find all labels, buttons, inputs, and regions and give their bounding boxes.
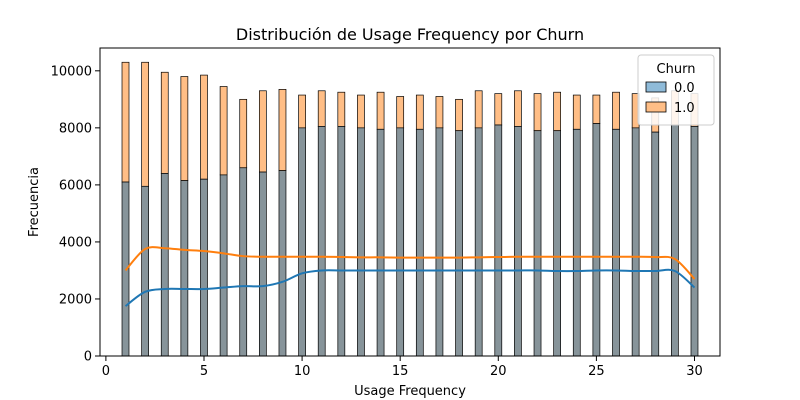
bar-churn-1-x5: [200, 74, 208, 180]
bar-churn-0-x10: [298, 127, 306, 357]
x-axis-ticks: 0 5 10 15 20 25 30: [102, 356, 703, 379]
bar-churn-1-x4: [180, 76, 189, 181]
kde-line-churn-1: [124, 246, 696, 280]
bar-churn-1-x13: [357, 94, 365, 129]
x-tick-label-20: 20: [490, 364, 507, 379]
bar-churn-0-x13: [357, 127, 365, 357]
bar-churn-0-x7: [239, 167, 248, 357]
bar-churn-1-x8: [258, 90, 267, 173]
chart-title: Distribución de Usage Frequency por Chur…: [236, 25, 584, 44]
kde-line-churn-0: [124, 268, 696, 307]
bar-churn-0-x9: [278, 170, 287, 357]
bar-churn-0-x11: [317, 126, 326, 357]
bar-churn-1-x3: [160, 71, 169, 174]
bar-churn-0-x2: [141, 185, 149, 357]
bar-churn-1-x21: [514, 90, 522, 127]
bar-churn-1-x12: [337, 91, 346, 127]
y-tick-label-10000: 10000: [51, 64, 92, 79]
bar-churn-0-x6: [219, 174, 228, 357]
bar-churn-1-x15: [396, 96, 405, 129]
bar-churn-0-x30: [690, 126, 699, 357]
legend: Churn 0.0 1.0: [637, 54, 715, 126]
bar-churn-1-x18: [455, 98, 463, 132]
bar-churn-0-x22: [533, 130, 542, 357]
bar-churn-1-x9: [278, 89, 287, 171]
bar-churn-1-x22: [533, 93, 542, 132]
y-tick-label-4000: 4000: [59, 235, 92, 250]
x-tick-label-25: 25: [588, 364, 605, 379]
bar-churn-0-x21: [514, 126, 522, 357]
bar-churn-0-x12: [337, 126, 346, 357]
y-axis-label: Frecuencia: [27, 167, 42, 237]
bar-churn-0-x3: [160, 173, 169, 357]
bar-churn-0-x19: [474, 127, 483, 357]
plot-area-frame: [99, 47, 721, 357]
legend-swatch-churn-0: [645, 81, 667, 93]
bar-churn-0-x23: [553, 130, 562, 357]
y-tick-label-8000: 8000: [59, 121, 92, 136]
bar-churn-0-x26: [612, 128, 620, 357]
bar-churn-0-x28: [651, 131, 660, 357]
bar-churn-0-x29: [671, 124, 679, 357]
x-tick-label-10: 10: [294, 364, 311, 379]
bar-churn-1-x17: [435, 96, 444, 129]
y-tick-label-6000: 6000: [59, 178, 92, 193]
x-tick-label-5: 5: [200, 364, 208, 379]
bar-churn-0-x16: [415, 128, 424, 357]
bar-churn-1-x24: [572, 94, 581, 130]
bar-churn-0-x18: [455, 130, 463, 357]
bar-churn-1-x1: [121, 61, 130, 183]
bar-churn-0-x8: [258, 171, 267, 357]
bar-churn-0-x17: [435, 127, 444, 357]
bar-churn-1-x16: [415, 94, 424, 130]
kde-layer: [124, 246, 696, 307]
bar-churn-0-x14: [376, 128, 385, 357]
bar-churn-0-x4: [180, 180, 189, 357]
legend-label-churn-0: 0.0: [674, 81, 695, 96]
bar-churn-0-x25: [592, 123, 601, 357]
bar-churn-1-x20: [494, 93, 503, 126]
bar-churn-1-x10: [298, 94, 306, 129]
legend-label-churn-1: 1.0: [674, 101, 695, 116]
bar-churn-1-x25: [592, 94, 601, 124]
x-tick-label-0: 0: [102, 364, 110, 379]
bar-churn-0-x24: [572, 128, 581, 357]
x-tick-label-30: 30: [686, 364, 703, 379]
bar-churn-0-x27: [631, 127, 640, 357]
bar-churn-1-x6: [219, 86, 228, 176]
y-axis-ticks: 0 2000 4000 6000 8000 10000: [51, 64, 100, 365]
bar-churn-0-x5: [200, 178, 208, 357]
bar-churn-1-x19: [474, 90, 483, 129]
x-axis-label: Usage Frequency: [354, 384, 466, 399]
y-tick-label-2000: 2000: [59, 292, 92, 307]
bar-churn-1-x14: [376, 91, 385, 130]
legend-swatch-churn-1: [645, 101, 667, 113]
bar-churn-0-x15: [396, 127, 405, 357]
bar-churn-1-x11: [317, 90, 326, 127]
bar-churn-1-x23: [553, 91, 562, 132]
y-tick-label-0: 0: [84, 350, 92, 365]
bar-churn-1-x2: [141, 61, 149, 187]
bar-churn-1-x7: [239, 98, 248, 169]
bar-churn-0-x20: [494, 124, 503, 357]
bar-churn-1-x26: [612, 91, 620, 130]
x-tick-label-15: 15: [392, 364, 409, 379]
legend-title: Churn: [657, 62, 696, 77]
